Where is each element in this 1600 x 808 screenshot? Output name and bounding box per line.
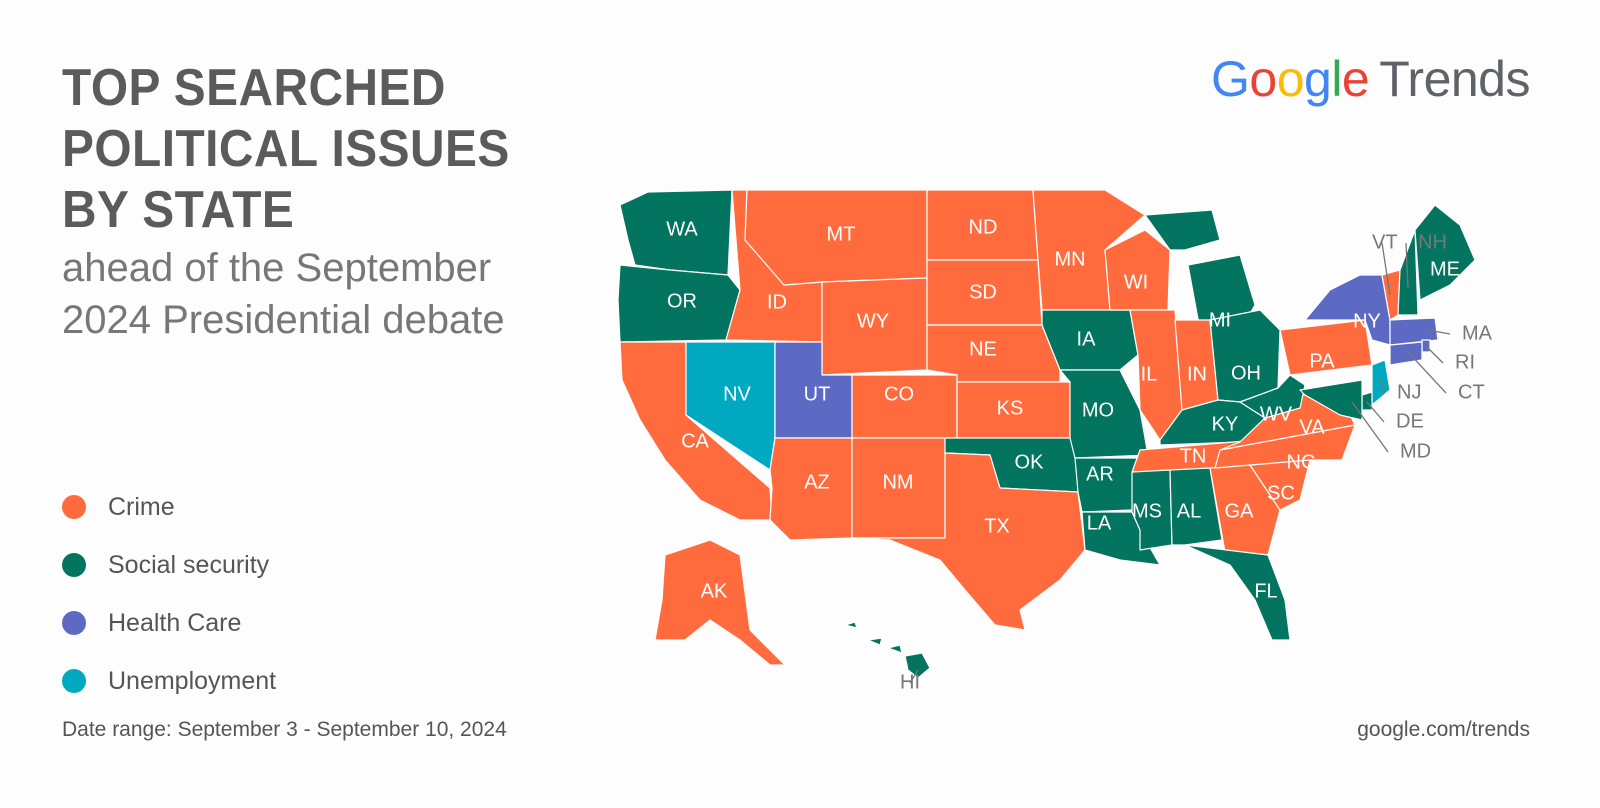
google-trends-logo[interactable]: Google Trends [1210,50,1531,108]
state-label-nh: NH [1418,231,1447,253]
state-label-tx: TX [984,515,1010,537]
page-subtitle: ahead of the September 2024 Presidential… [62,246,505,342]
state-label-co: CO [884,383,914,405]
state-label-vt: VT [1372,231,1398,253]
state-label-nc: NC [1287,451,1316,473]
state-label-nm: NM [882,471,913,493]
state-label-ar: AR [1086,463,1114,485]
state-label-sd: SD [969,281,997,303]
state-label-il: IL [1141,363,1158,385]
state-fl[interactable] [1184,544,1291,641]
state-label-ok: OK [1015,451,1045,473]
state-label-ca: CA [681,430,709,452]
state-wv[interactable] [1239,374,1306,419]
state-label-nd: ND [969,216,998,238]
state-label-mo: MO [1082,399,1114,421]
date-range: Date range: September 3 - September 10, … [62,718,507,741]
page-title: TOP SEARCHED POLITICAL ISSUES BY STATE [62,59,510,239]
state-ar[interactable] [1074,457,1141,513]
state-label-fl: FL [1254,580,1277,602]
state-label-me: ME [1430,258,1460,280]
state-label-mi: MI [1209,309,1231,331]
state-ak[interactable] [654,539,786,666]
callout-line-vt [1381,242,1391,296]
state-label-wv: WV [1260,403,1293,425]
callout-line-nh [1405,242,1409,289]
state-label-nj: NJ [1397,381,1421,403]
callout-line-nj [1379,379,1386,394]
state-label-or: OR [667,290,697,312]
state-label-de: DE [1396,410,1424,432]
legend-item-crime: Crime [62,478,276,536]
callout-line-de [1366,401,1385,423]
state-me[interactable] [1414,204,1476,301]
legend-item-health-care: Health Care [62,594,276,652]
state-label-la: LA [1087,512,1112,534]
state-label-ny: NY [1353,310,1381,332]
state-label-ky: KY [1212,413,1239,435]
legend-item-unemployment: Unemployment [62,652,276,710]
state-label-ia: IA [1077,328,1097,350]
state-label-va: VA [1299,416,1325,438]
state-label-az: AZ [804,471,830,493]
state-label-pa: PA [1309,350,1335,372]
trends-wordmark: Trends [1379,51,1530,107]
state-label-ms: MS [1132,500,1162,522]
state-label-sc: SC [1267,482,1295,504]
state-wi[interactable] [1104,229,1171,311]
state-md[interactable] [1299,379,1363,421]
legend-label: Unemployment [108,666,277,695]
legend-swatch-health-care [62,611,86,635]
state-al[interactable] [1169,467,1223,546]
state-label-id: ID [767,291,787,313]
state-label-wa: WA [666,218,698,240]
state-label-ct: CT [1458,381,1485,403]
callout-line-ma [1427,329,1451,335]
state-label-wy: WY [857,310,889,332]
callout-line-ct [1407,351,1447,394]
legend-swatch-social-security [62,553,86,577]
state-label-ks: KS [997,397,1024,419]
state-label-ne: NE [969,338,997,360]
state-label-wi: WI [1124,271,1148,293]
legend-swatch-crime [62,495,86,519]
callout-line-hi [909,669,919,684]
legend-swatch-unemployment [62,669,86,693]
us-state-map: WA OR CA NV ID MT WY UT AZ CO NM ND SD NE KS OK TX MN IA MO… [617,189,1493,693]
source-link[interactable]: google.com/trends [1357,718,1530,741]
state-label-ga: GA [1225,500,1255,522]
state-label-md: MD [1400,440,1431,462]
state-de[interactable] [1361,391,1373,411]
state-hi[interactable] [844,621,931,679]
legend-item-social-security: Social security [62,536,276,594]
legend-label: Social security [108,550,270,579]
state-label-ak: AK [701,580,728,602]
state-label-ri: RI [1455,351,1475,373]
state-label-al: AL [1177,500,1201,522]
callout-line-md [1351,401,1389,453]
state-label-mt: MT [827,223,856,245]
state-label-hi: HI [900,671,920,693]
google-wordmark: Google [1210,51,1370,107]
legend-label: Crime [108,492,175,521]
state-label-ma: MA [1462,322,1493,344]
state-ma[interactable] [1389,317,1439,346]
callout-line-ri [1425,345,1444,364]
state-label-oh: OH [1231,362,1261,384]
state-nh[interactable] [1397,229,1419,316]
state-mo[interactable] [1059,369,1149,459]
state-label-mn: MN [1054,248,1085,270]
state-label-ut: UT [804,383,831,405]
legend: Crime Social security Health Care Unempl… [62,478,276,710]
state-tx[interactable] [851,452,1086,631]
state-label-tn: TN [1180,445,1207,467]
legend-label: Health Care [108,608,242,637]
state-label-nv: NV [723,383,751,405]
state-label-in: IN [1187,363,1207,385]
